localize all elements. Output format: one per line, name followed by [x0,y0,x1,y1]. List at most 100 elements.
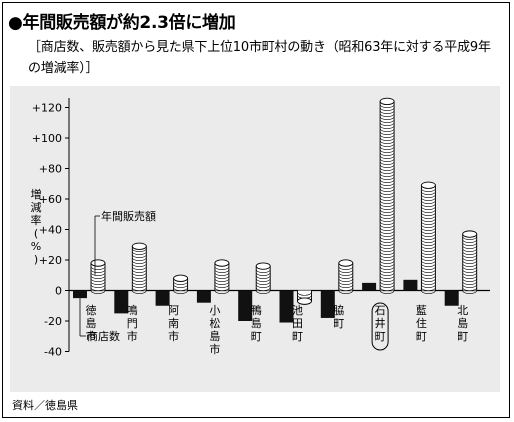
coin-ridge [421,266,436,270]
coin-ridge [379,281,395,285]
coin-ridge [379,218,395,222]
coin-ridge [379,116,395,120]
coin-ridge [379,275,395,279]
coin-ridge [379,227,395,231]
coin-ridge [421,281,436,285]
coin-ridge [255,269,271,273]
coin-ridge [421,197,436,201]
coin-ridge [379,245,395,249]
coin-ridge [462,254,477,258]
coin-ridge [255,281,271,285]
coin-ridge [379,155,395,159]
bar-sales [90,259,106,294]
coin-ridge [421,230,436,234]
coin-ridge [214,275,230,279]
coin-ridge [132,284,147,288]
bar-sales [173,274,189,294]
y-tick-label: 0 [55,285,62,298]
bar-sales [462,230,478,294]
coin-ridge [214,269,230,273]
y-axis-title-char: ) [34,253,38,266]
x-tick-label-char: 島 [251,316,262,330]
coin-ridge [462,239,477,243]
x-tick-label-char: 島 [86,316,97,330]
coin-ridge [255,290,271,294]
coin-ridge [338,281,354,285]
coin-ridge [421,251,436,255]
coin-ridge [90,269,106,273]
bar-shops [114,290,129,314]
coin-ridge [421,203,436,207]
annotation-sales: 年間販売額 [101,209,156,223]
coin-ridge [379,209,395,213]
coin-ridge [379,143,395,147]
coin-stack-body [297,290,312,302]
coin-ridge [379,254,395,258]
coin-ridge [421,275,436,279]
coin-ridge [214,266,230,270]
coin-ridge [462,248,477,252]
coin-ridge [90,281,106,285]
coin-stack-body [214,263,229,291]
coin-ridge [173,284,188,288]
x-tick-label-char: 脇 [333,304,344,317]
coin-ridge [379,131,395,135]
coin-ridge [132,272,147,276]
coin-ridge [379,173,395,177]
coin-ridge [173,287,188,291]
coin-ridge [214,281,230,285]
bar-chart: +120+100+80+60+40+200-20-40増減率(%)徳島市鳴門市阿… [31,97,490,359]
coin-ridge [379,113,395,117]
coin-ridge [379,152,395,156]
coin-ridge [379,182,395,186]
coin-ridge [132,257,147,261]
x-tick-label-char: 藍 [416,304,427,317]
x-tick-label-char: 市 [127,329,138,343]
coin-ridge [462,266,477,270]
annotation-shops: 商店数 [87,329,120,343]
x-tick-label-char: 松 [209,316,220,330]
coin-ridge [379,104,395,108]
x-tick-label-char: 田 [292,317,303,330]
x-tick-label-char: 北 [457,304,468,317]
bar-shops [238,290,253,321]
x-tick-label-char: 市 [209,342,220,356]
coin-ridge [90,266,106,270]
coin-ridge [90,290,106,294]
x-tick-label-char: 市 [86,329,97,343]
coin-ridge [132,278,147,282]
coin-top [131,242,147,250]
coin-ridge [379,257,395,261]
x-tick-label-char: 島 [209,329,220,343]
coin-ridge [132,248,147,252]
coin-ridge [379,272,395,276]
y-tick-label: -20 [44,315,62,328]
x-tick-label-char: 門 [127,317,138,330]
coin-ridge [379,266,395,270]
coin-ridge [462,275,477,279]
coin-ridge [462,257,477,261]
coin-top [214,259,230,267]
coin-top [90,259,106,267]
coin-ridge [379,158,395,162]
x-tick-label-char: 町 [375,330,386,343]
coin-ridge [255,278,271,282]
coin-ridge [379,191,395,195]
coin-ridge [379,230,395,234]
coin-ridge [379,128,395,132]
coin-ridge [338,290,354,294]
coin-ridge [132,260,147,264]
coin-ridge [421,242,436,246]
coin-ridge [379,197,395,201]
coin-top [379,97,395,106]
coin-ridge [338,269,354,273]
coin-ridge [379,185,395,189]
coin-ridge [379,251,395,255]
coin-top [338,259,354,267]
coin-ridge [379,164,395,168]
bar-sales [420,181,436,294]
coin-ridge [255,275,271,279]
coin-ridge [462,263,477,267]
coin-ridge [379,233,395,237]
x-tick-label-char: 町 [457,330,468,343]
